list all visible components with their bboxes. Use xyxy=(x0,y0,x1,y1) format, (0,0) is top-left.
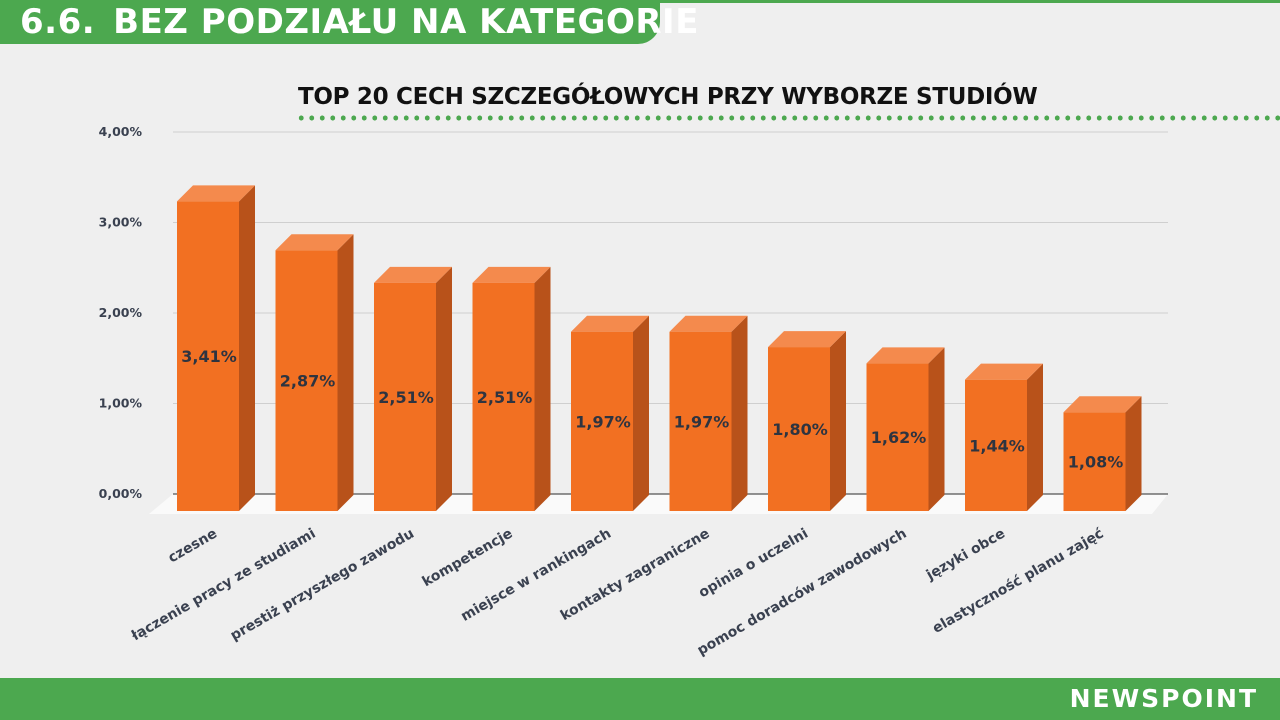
section-title-text: BEZ PODZIAŁU NA KATEGORIE xyxy=(113,2,699,42)
category-label: języki obce xyxy=(923,526,1008,584)
bar xyxy=(472,282,535,511)
bar-side xyxy=(1125,396,1142,511)
data-label: 1,44% xyxy=(969,436,1025,455)
data-label: 2,51% xyxy=(378,388,434,407)
bar xyxy=(768,347,830,511)
bar-top xyxy=(472,266,551,283)
y-tick-label: 4,00% xyxy=(99,124,143,139)
footer-bar: NEWSPOINT xyxy=(0,678,1280,720)
bar-side xyxy=(337,234,354,511)
chart-title: TOP 20 CECH SZCZEGÓŁOWYCH PRZY WYBORZE S… xyxy=(298,84,1038,110)
header-banner: 6.6. BEZ PODZIAŁU NA KATEGORIE xyxy=(0,0,698,44)
bar xyxy=(177,201,239,511)
category-label: elastyczność planu zajęć xyxy=(930,526,1107,637)
data-label: 1,80% xyxy=(772,420,828,439)
bar xyxy=(1063,412,1126,511)
data-label: 1,62% xyxy=(871,428,927,447)
bar-top xyxy=(866,347,945,364)
category-label: czesne xyxy=(165,526,220,567)
data-label: 3,41% xyxy=(181,347,237,366)
bar-side xyxy=(928,347,945,511)
bar-side xyxy=(731,315,748,511)
bar xyxy=(374,282,436,511)
category-label: kompetencje xyxy=(420,526,516,591)
bar-top xyxy=(669,315,748,332)
bar xyxy=(571,331,633,511)
bar xyxy=(669,331,732,511)
section-title: 6.6. BEZ PODZIAŁU NA KATEGORIE xyxy=(20,0,699,44)
bar-top xyxy=(965,363,1043,380)
bar-side xyxy=(239,185,255,511)
bar xyxy=(275,250,338,511)
category-label: prestiż przyszłego zawodu xyxy=(228,526,417,645)
y-tick-label: 2,00% xyxy=(99,305,143,320)
bar-side xyxy=(534,266,551,511)
category-label: pomoc doradców zawodowych xyxy=(695,526,910,659)
bar-top xyxy=(177,185,255,202)
title-dotted-divider xyxy=(296,115,1280,121)
y-tick-label: 0,00% xyxy=(99,486,143,501)
category-label: łączenie pracy ze studiami xyxy=(128,526,318,645)
bar-top xyxy=(571,315,649,332)
y-tick-label: 3,00% xyxy=(99,215,143,230)
newspoint-logo: NEWSPOINT xyxy=(1069,684,1258,713)
bar xyxy=(866,363,929,511)
bar-side xyxy=(633,315,649,511)
data-label: 1,97% xyxy=(575,412,631,431)
data-label: 2,87% xyxy=(280,372,336,391)
bar xyxy=(965,379,1027,511)
bar-top xyxy=(275,234,354,251)
section-number: 6.6. xyxy=(20,2,96,42)
bar-side xyxy=(1027,363,1043,511)
bar-top xyxy=(1063,396,1142,413)
data-label: 1,08% xyxy=(1068,453,1124,472)
bar-side xyxy=(830,331,846,511)
data-label: 2,51% xyxy=(477,388,533,407)
y-tick-label: 1,00% xyxy=(99,396,143,411)
bar-top xyxy=(768,331,846,348)
data-label: 1,97% xyxy=(674,412,730,431)
bar-top xyxy=(374,266,452,283)
bar-chart: 0,00% 1,00% 2,00% 3,00% 4,00% 3,41% czesne 2,87… xyxy=(99,124,1168,659)
bar-side xyxy=(436,266,452,511)
